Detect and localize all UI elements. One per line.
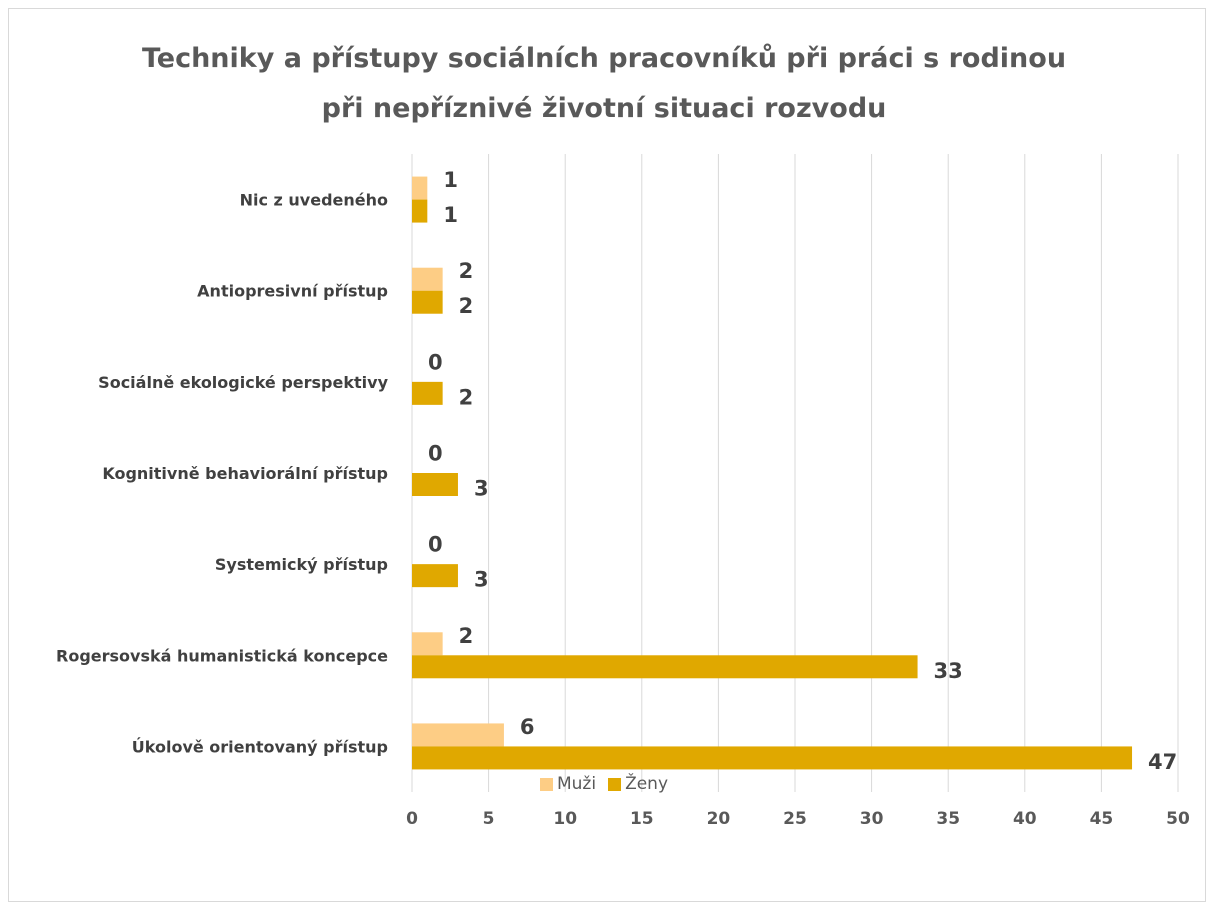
legend-item-muzi: Muži bbox=[539, 774, 597, 794]
chart-title-line-2: při nepříznivé životní situaci rozvodu bbox=[321, 93, 887, 124]
data-label: 6 bbox=[520, 715, 535, 739]
x-tick-label: 10 bbox=[553, 809, 577, 829]
chart-title: Techniky a přístupy sociálních pracovník… bbox=[0, 34, 1208, 134]
legend-swatch-zeny bbox=[608, 777, 622, 791]
bar-zeny bbox=[412, 564, 458, 588]
chart-title-line-1: Techniky a přístupy sociálních pracovník… bbox=[141, 43, 1067, 74]
x-tick-label: 15 bbox=[630, 809, 654, 829]
x-tick-label: 40 bbox=[1013, 809, 1037, 829]
category-label: Systemický přístup bbox=[215, 555, 388, 574]
x-tick-label: 0 bbox=[406, 809, 418, 829]
data-label: 33 bbox=[934, 659, 963, 683]
data-label: 0 bbox=[428, 442, 443, 466]
x-tick-label: 20 bbox=[707, 809, 731, 829]
category-label: Antiopresivní přístup bbox=[197, 282, 388, 301]
data-label: 3 bbox=[474, 477, 489, 501]
bar-zeny bbox=[412, 199, 428, 223]
bar-zeny bbox=[412, 746, 1133, 770]
x-tick-label: 30 bbox=[860, 809, 884, 829]
bar-zeny bbox=[412, 655, 918, 679]
bar-muzi bbox=[412, 723, 504, 747]
bar-muzi bbox=[412, 267, 443, 291]
legend-label-muzi: Muži bbox=[556, 774, 597, 794]
data-label: 47 bbox=[1148, 750, 1177, 774]
data-label: 3 bbox=[474, 568, 489, 592]
data-label: 2 bbox=[459, 294, 474, 318]
legend-label-zeny: Ženy bbox=[625, 774, 669, 794]
x-tick-label: 45 bbox=[1090, 809, 1114, 829]
data-label: 2 bbox=[459, 624, 474, 648]
chart-legend: Muži Ženy bbox=[0, 774, 1208, 794]
x-tick-label: 5 bbox=[483, 809, 495, 829]
bar-zeny bbox=[412, 473, 458, 496]
x-tick-label: 50 bbox=[1166, 809, 1190, 829]
x-tick-label: 25 bbox=[783, 809, 807, 829]
category-label: Rogersovská humanistická koncepce bbox=[56, 646, 388, 665]
category-label: Kognitivně behaviorální přístup bbox=[102, 464, 388, 483]
bar-muzi bbox=[412, 632, 443, 656]
data-label: 0 bbox=[428, 350, 443, 374]
data-label: 2 bbox=[459, 385, 474, 409]
category-label: Nic z uvedeného bbox=[240, 191, 388, 210]
category-label: Úkolově orientovaný přístup bbox=[132, 737, 388, 756]
bar-muzi bbox=[412, 176, 428, 200]
legend-item-zeny: Ženy bbox=[608, 774, 668, 794]
data-label: 2 bbox=[459, 259, 474, 283]
bar-zeny bbox=[412, 290, 443, 314]
data-label: 0 bbox=[428, 533, 443, 557]
data-label: 1 bbox=[443, 168, 458, 192]
bar-zeny bbox=[412, 381, 443, 405]
category-label: Sociálně ekologické perspektivy bbox=[98, 373, 388, 392]
x-tick-label: 35 bbox=[936, 809, 960, 829]
legend-swatch-muzi bbox=[539, 777, 553, 791]
data-label: 1 bbox=[443, 203, 458, 227]
